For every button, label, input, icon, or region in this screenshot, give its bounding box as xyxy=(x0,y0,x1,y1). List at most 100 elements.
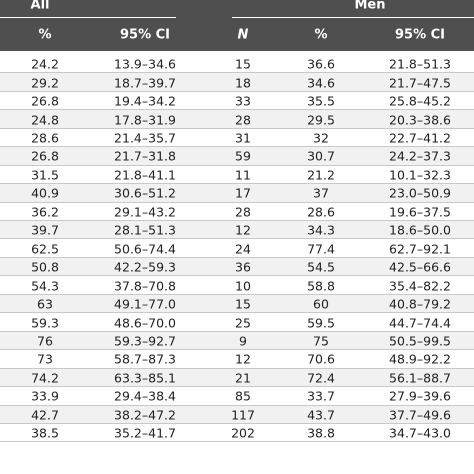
table-cell: 29.5 xyxy=(307,112,335,128)
table-cell: 35.2–41.7 xyxy=(114,425,176,441)
table-cell: 19.6–37.5 xyxy=(389,204,451,220)
table-row xyxy=(0,331,474,351)
table-cell: 15 xyxy=(235,56,251,72)
table-cell: 50.6–74.4 xyxy=(114,241,176,257)
table-cell: 85 xyxy=(235,388,251,404)
table-cell: 21.8–41.1 xyxy=(114,167,176,183)
table-cell: 59.3 xyxy=(31,315,59,331)
table-cell: 77.4 xyxy=(307,241,335,257)
table-row xyxy=(0,221,474,240)
table-row xyxy=(0,387,474,406)
table-cell: 73 xyxy=(37,351,53,367)
table-row xyxy=(0,257,474,277)
table-cell: 34.3 xyxy=(307,222,335,238)
table-cell: 13.9–34.6 xyxy=(114,56,176,72)
table-cell: 28.1–51.3 xyxy=(114,222,176,238)
table-cell: 42.5–66.6 xyxy=(389,259,451,275)
table-cell: 21.7–47.5 xyxy=(389,75,451,91)
table-cell: 24.8 xyxy=(31,112,59,128)
table-cell: 56.1–88.7 xyxy=(389,370,451,386)
group-rule xyxy=(0,17,176,18)
table-cell: 54.3 xyxy=(31,278,59,294)
table-cell: 42.2–59.3 xyxy=(114,259,176,275)
table-cell: 50.8 xyxy=(31,259,59,275)
table-cell: 38.5 xyxy=(31,425,59,441)
table-cell: 50.5–99.5 xyxy=(389,333,451,349)
table-cell: 59.3–92.7 xyxy=(114,333,176,349)
table-cell: 34.6 xyxy=(307,75,335,91)
table-cell: 44.7–74.4 xyxy=(389,315,451,331)
table-cell: 32 xyxy=(313,130,329,146)
table-cell: 39.7 xyxy=(31,222,59,238)
table-cell: 59.5 xyxy=(307,315,335,331)
table-row xyxy=(0,73,474,92)
table-cell: 25.8–45.2 xyxy=(389,93,451,109)
table-cell: 21 xyxy=(235,370,251,386)
table-cell: 31 xyxy=(235,130,251,146)
column-header: 95% CI xyxy=(119,27,171,43)
table-row xyxy=(0,368,474,388)
table-row xyxy=(0,424,474,443)
table-cell: 42.7 xyxy=(31,407,59,423)
table-cell: 12 xyxy=(235,351,251,367)
table-cell: 29.1–43.2 xyxy=(114,204,176,220)
table-cell: 38.2–47.2 xyxy=(114,407,176,423)
table-cell: 17.8–31.9 xyxy=(114,112,176,128)
table-cell: 24 xyxy=(235,241,251,257)
column-header: % xyxy=(314,27,328,43)
table-cell: 10 xyxy=(235,278,251,294)
table-cell: 40.8–79.2 xyxy=(389,296,451,312)
table-cell: 37 xyxy=(313,185,329,201)
table-cell: 76 xyxy=(37,333,53,349)
group-rule xyxy=(232,17,474,18)
table-cell: 75 xyxy=(313,333,329,349)
table-cell: 59 xyxy=(235,148,251,164)
table-row xyxy=(0,110,474,129)
table-cell: 21.4–35.7 xyxy=(114,130,176,146)
table-cell: 21.7–31.8 xyxy=(114,148,176,164)
table-cell: 43.7 xyxy=(307,407,335,423)
table-row xyxy=(0,147,474,166)
table-cell: 36.6 xyxy=(307,56,335,72)
table-cell: 33.7 xyxy=(307,388,335,404)
table-cell: 17 xyxy=(235,185,251,201)
table-cell: 37.8–70.8 xyxy=(114,278,176,294)
table-row xyxy=(0,240,474,258)
table-cell: 30.6–51.2 xyxy=(114,185,176,201)
table-cell: 33 xyxy=(235,93,251,109)
table-cell: 24.2 xyxy=(31,56,59,72)
table-cell: 38.8 xyxy=(307,425,335,441)
group-title: Men xyxy=(354,0,386,13)
table-row xyxy=(0,405,474,424)
table-cell: 58.8 xyxy=(307,278,335,294)
table-cell: 62.5 xyxy=(31,241,59,257)
table-cell: 23.0–50.9 xyxy=(389,185,451,201)
table-cell: 62.7–92.1 xyxy=(389,241,451,257)
table-cell: 35.4–82.2 xyxy=(389,278,451,294)
table-cell: 31.5 xyxy=(31,167,59,183)
table-cell: 28 xyxy=(235,204,251,220)
group-title: All xyxy=(30,0,50,13)
table-cell: 34.7–43.0 xyxy=(389,425,451,441)
table-cell: 18.6–50.0 xyxy=(389,222,451,238)
column-header: N xyxy=(237,27,249,43)
table-cell: 27.9–39.6 xyxy=(389,388,451,404)
table-cell: 10.1–32.3 xyxy=(389,167,451,183)
column-header: % xyxy=(38,27,52,43)
table-cell: 18 xyxy=(235,75,251,91)
table-cell: 28.6 xyxy=(31,130,59,146)
table-row xyxy=(0,55,474,74)
table-cell: 20.3–38.6 xyxy=(389,112,451,128)
table-row xyxy=(0,129,474,148)
table-cell: 117 xyxy=(231,407,255,423)
table-row xyxy=(0,203,474,222)
table-cell: 35.5 xyxy=(307,93,335,109)
table-row xyxy=(0,313,474,332)
table-cell: 48.9–92.2 xyxy=(389,351,451,367)
table-cell: 48.6–70.0 xyxy=(114,315,176,331)
table-cell: 26.8 xyxy=(31,148,59,164)
table-cell: 72.4 xyxy=(307,370,335,386)
table-cell: 15 xyxy=(235,296,251,312)
table-row xyxy=(0,166,474,185)
